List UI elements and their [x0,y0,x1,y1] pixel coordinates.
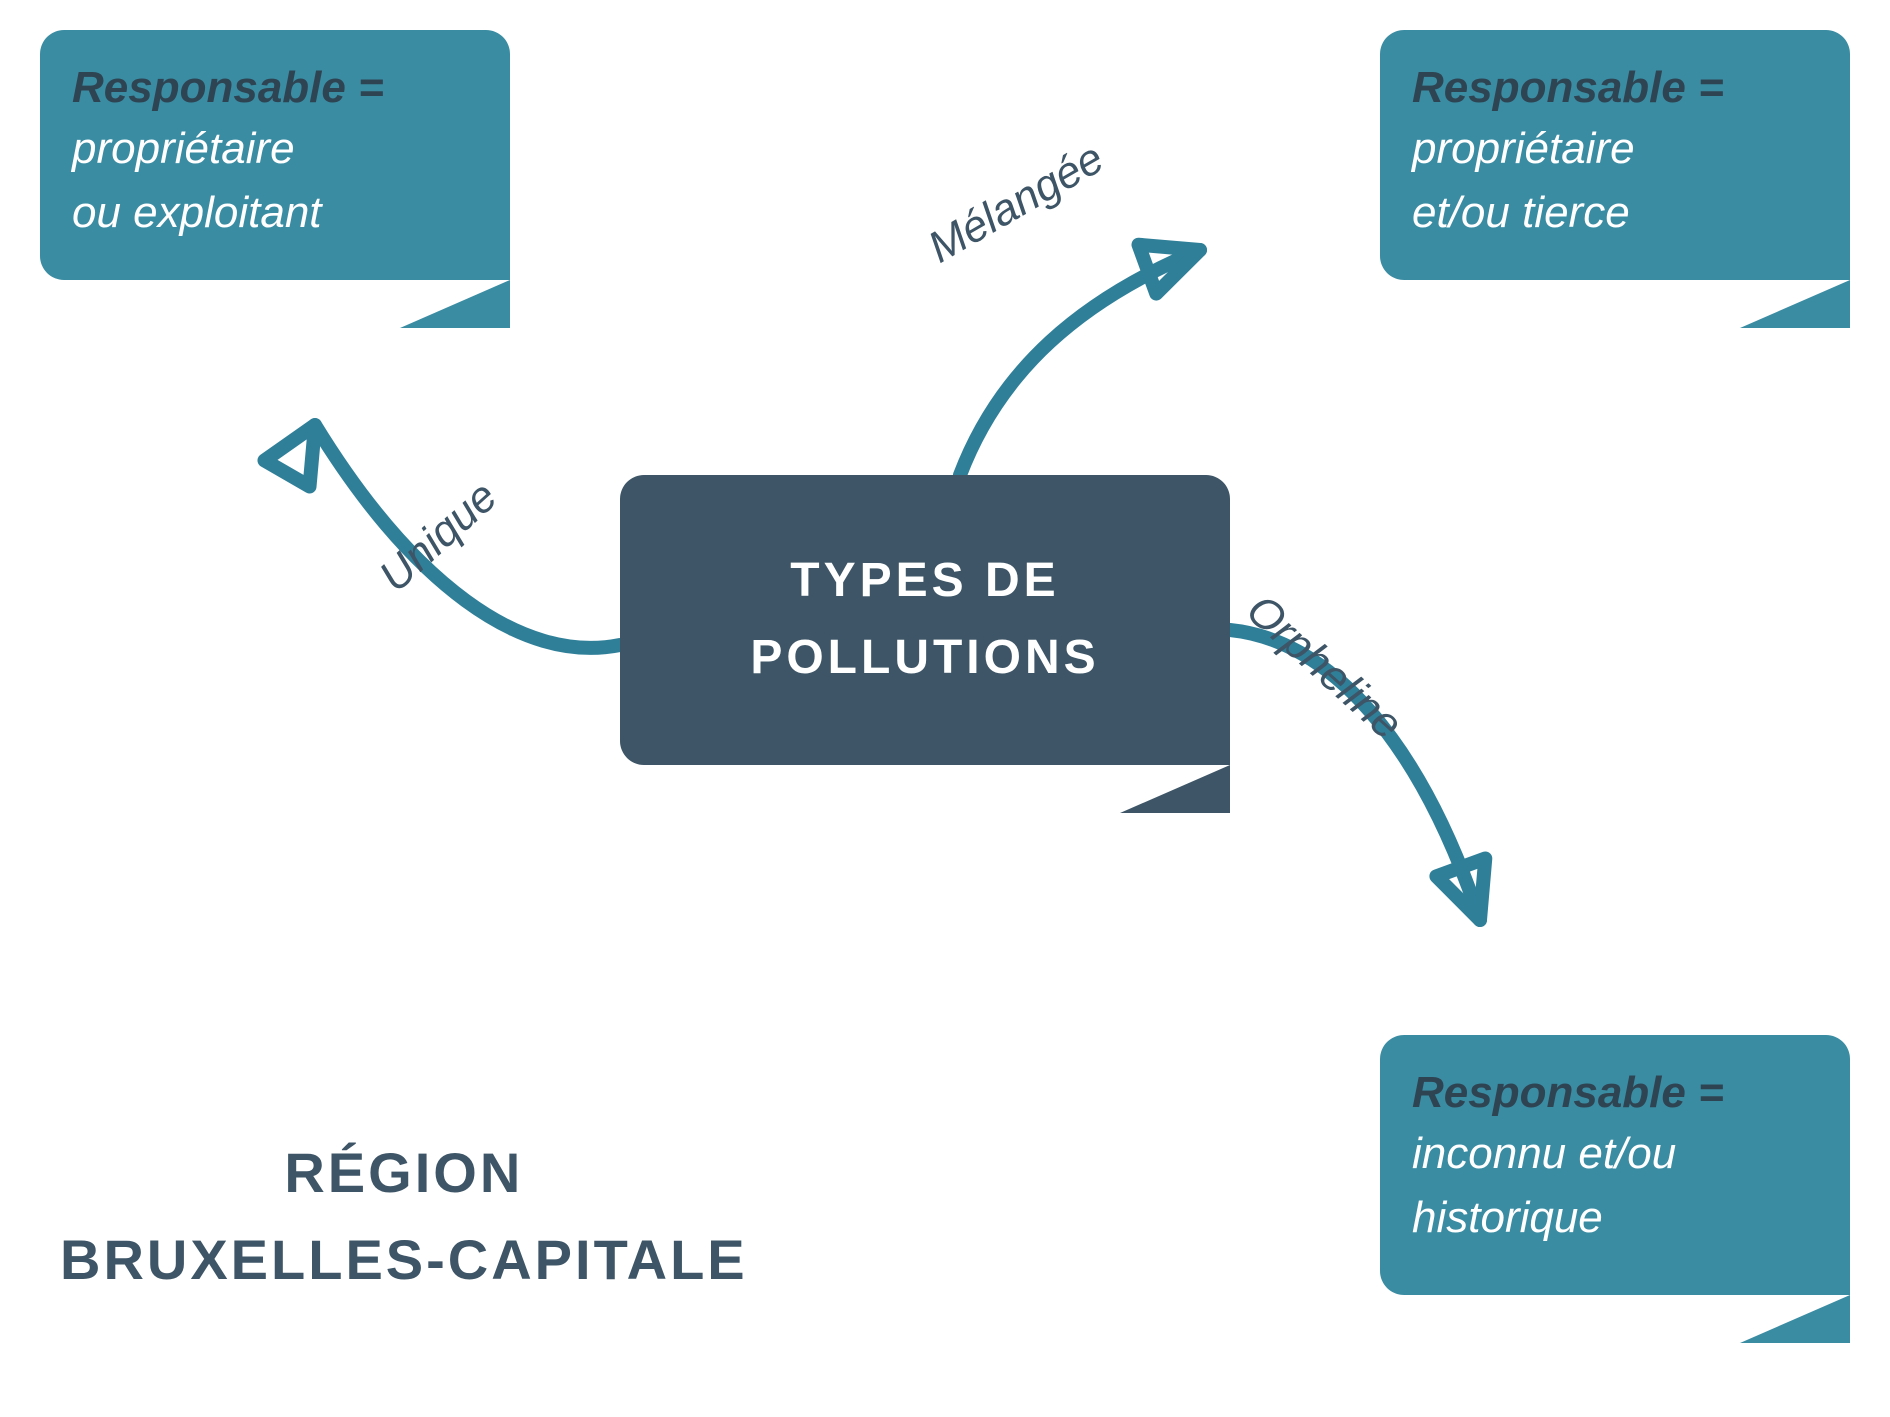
arrowhead-orpheline [1436,858,1485,920]
center-title: TYPES DE POLLUTIONS [652,543,1198,697]
arrow-label-melangee: Mélangée [920,133,1112,273]
leaf-box-unique: Responsable =propriétaire ou exploitant [40,30,510,280]
arrow-label-orpheline: Orpheline [1237,585,1412,750]
arrowhead-melangee [1138,245,1200,294]
center-node: TYPES DE POLLUTIONS [620,475,1230,765]
region-title: RÉGION BRUXELLES-CAPITALE [60,1130,748,1304]
resp-label-orpheline: Responsable = [1412,1063,1818,1122]
arrow-melangee [960,250,1200,475]
resp-label-unique: Responsable = [72,58,478,117]
leaf-box-melangee: Responsable =propriétaire et/ou tierce [1380,30,1850,280]
resp-label-melangee: Responsable = [1412,58,1818,117]
resp-value-melangee: propriétaire et/ou tierce [1412,117,1818,245]
resp-value-unique: propriétaire ou exploitant [72,117,478,245]
leaf-box-orpheline: Responsable =inconnu et/ou historique [1380,1035,1850,1295]
arrowhead-unique [264,425,315,486]
resp-value-orpheline: inconnu et/ou historique [1412,1122,1818,1250]
arrow-label-unique: Unique [370,472,507,602]
